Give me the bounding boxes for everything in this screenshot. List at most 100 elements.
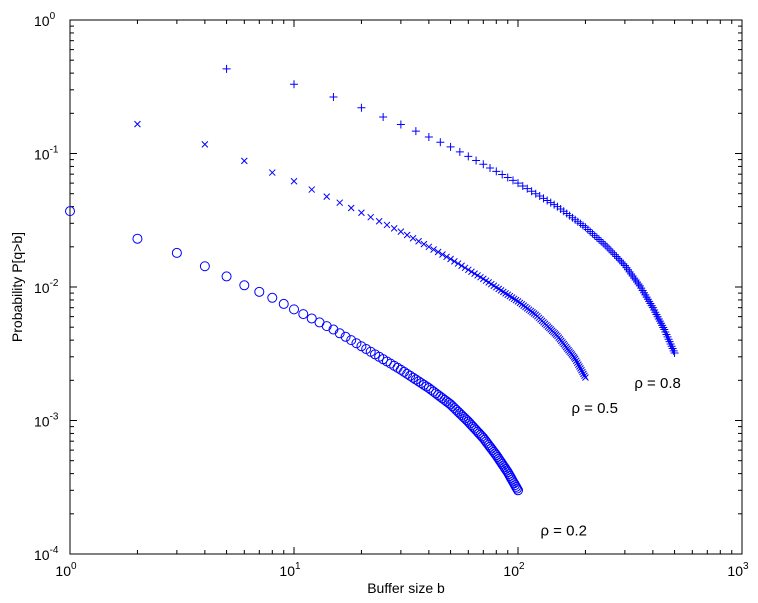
- data-point: [323, 193, 331, 200]
- data-point: [397, 228, 405, 235]
- data-point: [493, 453, 504, 464]
- data-point: [424, 132, 433, 141]
- data-point: [479, 160, 488, 169]
- data-point: [289, 304, 299, 315]
- data-point: [434, 248, 442, 256]
- data-point: [336, 199, 344, 207]
- data-point: [610, 250, 619, 259]
- data-point: [411, 127, 420, 136]
- data-point: [290, 177, 298, 185]
- data-point: [503, 173, 512, 182]
- data-point: [628, 272, 637, 281]
- data-point: [647, 301, 656, 310]
- data-point: [518, 181, 527, 190]
- data-point: [572, 357, 580, 365]
- data-point: [592, 233, 601, 242]
- data-point: [486, 163, 495, 172]
- data-point: [329, 92, 338, 101]
- data-point: [483, 440, 494, 451]
- data-point: [472, 156, 481, 165]
- data-point: [132, 233, 143, 244]
- data-point: [379, 112, 388, 121]
- data-point: [576, 363, 583, 370]
- data-point: [500, 463, 511, 474]
- data-point: [458, 262, 465, 270]
- data-point: [409, 234, 417, 242]
- data-point: [655, 317, 664, 326]
- data-point: [199, 261, 210, 272]
- data-point: [347, 204, 355, 212]
- data-point: [573, 359, 581, 367]
- data-point: [496, 457, 507, 468]
- data-point: [580, 370, 587, 378]
- data-point: [451, 404, 462, 415]
- data-point: [612, 252, 621, 261]
- data-point: [492, 451, 503, 462]
- data-point: [642, 293, 651, 302]
- data-point: [643, 295, 652, 304]
- data-point: [358, 209, 365, 217]
- y-tick-label: 10-4: [34, 545, 59, 563]
- data-point: [624, 265, 633, 274]
- data-point: [239, 280, 250, 291]
- data-point: [627, 269, 636, 278]
- x-tick-label: 102: [503, 561, 525, 579]
- data-point: [461, 264, 469, 272]
- data-point: [603, 242, 612, 251]
- data-point: [645, 297, 654, 306]
- data-point: [513, 485, 523, 496]
- data-point: [268, 169, 276, 176]
- data-point: [614, 254, 623, 263]
- x-axis-label: Buffer size b: [367, 580, 445, 596]
- data-point: [617, 257, 626, 266]
- data-point: [601, 241, 610, 250]
- data-point: [340, 331, 351, 342]
- data-point: [498, 170, 507, 179]
- data-point: [447, 255, 454, 263]
- data-point: [599, 239, 608, 248]
- data-point: [410, 374, 421, 385]
- y-axis-label: Probability P[q>b]: [9, 232, 25, 342]
- data-point: [425, 243, 433, 251]
- data-point: [514, 179, 522, 188]
- data-point: [625, 267, 634, 276]
- data-point: [449, 403, 460, 414]
- data-point: [445, 399, 456, 410]
- data-point: [453, 406, 464, 417]
- series-annotation: ρ = 0.2: [540, 522, 586, 539]
- data-point: [512, 483, 523, 494]
- data-point: [579, 368, 586, 376]
- y-tick-label: 10-2: [34, 278, 59, 296]
- data-point: [482, 438, 493, 449]
- series-rho-0-5: [134, 120, 589, 381]
- data-point: [443, 397, 454, 408]
- data-point: [447, 401, 458, 412]
- data-point: [464, 152, 473, 161]
- axis-ticks: [69, 19, 743, 555]
- data-point: [582, 374, 589, 381]
- data-point: [405, 370, 416, 381]
- data-point: [443, 253, 450, 261]
- data-point: [575, 361, 582, 368]
- data-point: [509, 176, 518, 185]
- series-rho-0-2: [65, 206, 523, 496]
- data-point: [485, 441, 496, 452]
- data-point: [408, 372, 419, 383]
- data-point: [658, 321, 667, 330]
- data-point: [608, 248, 617, 257]
- data-point: [605, 244, 614, 253]
- data-point: [451, 257, 458, 265]
- data-point: [222, 64, 231, 73]
- data-point: [416, 378, 427, 389]
- data-point: [527, 187, 536, 196]
- data-point: [494, 455, 505, 466]
- data-point: [454, 408, 465, 419]
- data-point: [240, 157, 248, 165]
- x-tick-label: 103: [727, 561, 749, 579]
- data-point: [657, 319, 666, 328]
- data-point: [454, 260, 462, 267]
- data-point: [578, 366, 585, 374]
- data-point: [550, 200, 559, 209]
- data-point: [455, 147, 464, 156]
